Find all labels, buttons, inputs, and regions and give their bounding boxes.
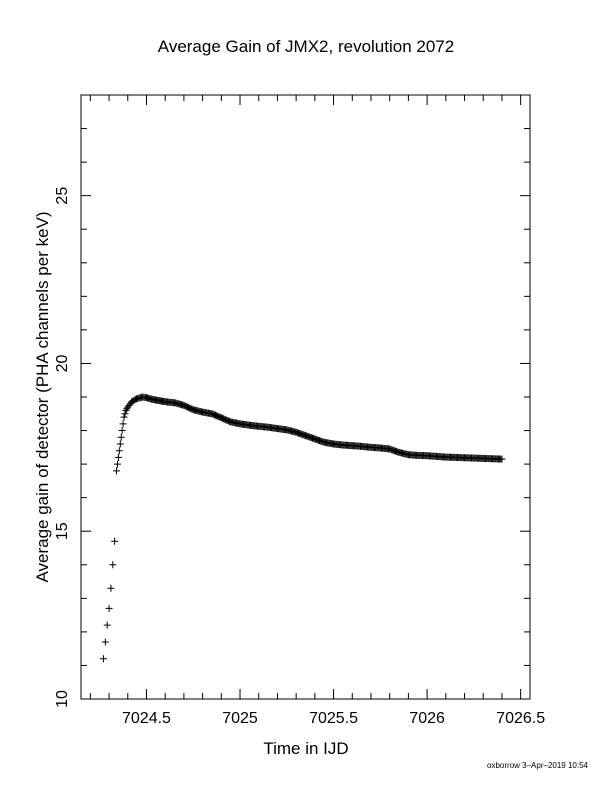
y-tick-label: 10 [54,690,71,708]
data-point [109,561,117,569]
data-point [113,460,121,468]
data-point [103,621,111,629]
x-tick-label: 7025 [222,710,258,727]
data-point [101,638,109,646]
data-point [113,467,121,475]
data-point [118,427,126,435]
data-point [121,410,129,418]
x-tick-label: 7025.5 [309,710,358,727]
x-axis-ticks: 7024.5 7025 7025.5 7026 7026.5 [89,95,545,727]
data-point [116,440,124,448]
data-point [99,655,107,663]
footer-stamp: oxborrow 3–Apr–2019 10:54 [487,761,589,770]
data-point [105,604,113,612]
data-point [122,406,130,414]
x-axis-label: Time in IJD [263,739,348,758]
data-point [120,413,128,421]
data-point [114,453,122,461]
data-point [498,455,506,463]
y-tick-label: 15 [54,522,71,540]
data-point [111,537,119,545]
x-tick-label: 7026.5 [496,710,545,727]
chart-title: Average Gain of JMX2, revolution 2072 [158,37,454,56]
data-point [107,584,115,592]
data-point [115,447,123,455]
y-axis-ticks: 10 15 20 25 [54,94,530,708]
data-point [117,433,125,441]
data-point [119,420,127,428]
x-tick-label: 7024.5 [122,710,171,727]
x-tick-label: 7026 [409,710,445,727]
y-tick-label: 20 [54,354,71,372]
y-axis-label: Average gain of detector (PHA channels p… [33,211,52,582]
data-series [99,393,506,663]
y-tick-label: 25 [54,187,71,205]
